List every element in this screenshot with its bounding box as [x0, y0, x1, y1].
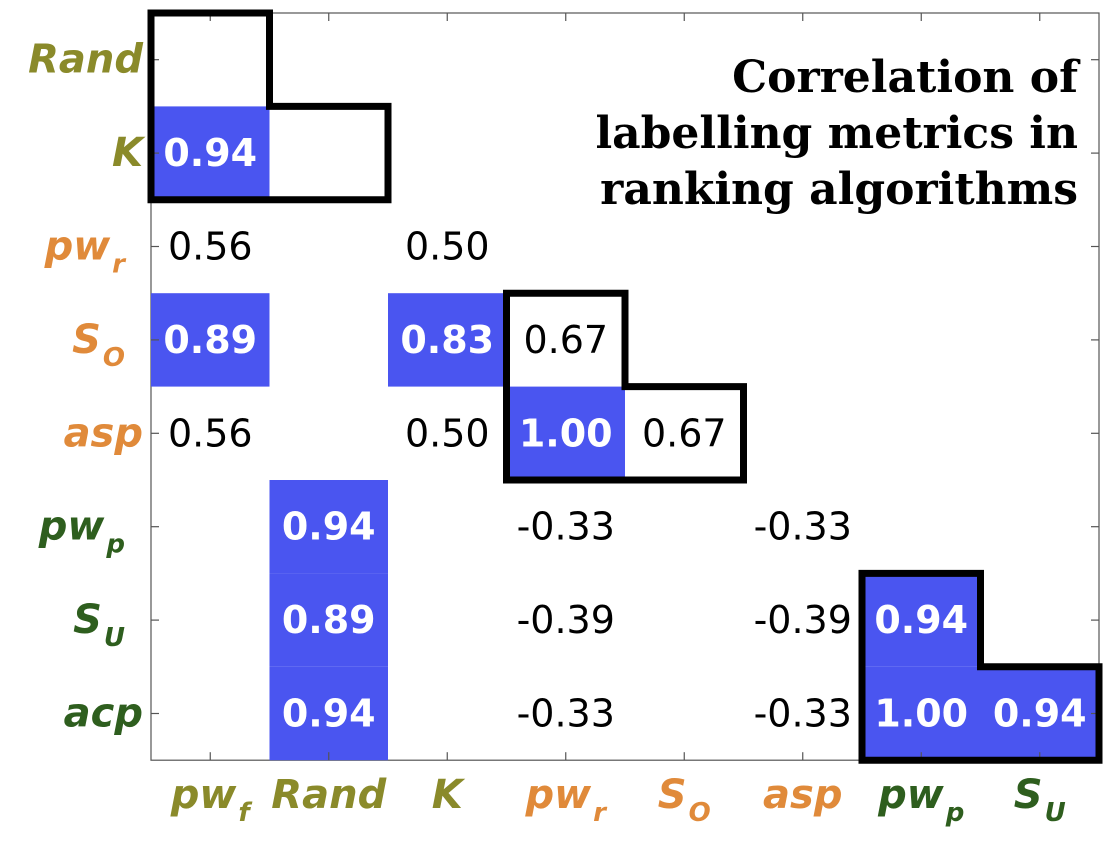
cell-value: 0.50: [405, 225, 490, 269]
col-label-subscript: r: [593, 798, 608, 828]
cell-value: -0.33: [517, 692, 615, 736]
col-label: Rand: [271, 772, 386, 818]
row-label-base: S: [72, 317, 101, 363]
cell-value: 1.00: [519, 411, 613, 455]
row-label-subscript: O: [103, 343, 125, 373]
row-label-base: pw: [44, 224, 112, 270]
cell-highlight: [151, 293, 270, 387]
col-label: K: [432, 772, 466, 818]
row-label-subscript: U: [104, 623, 125, 653]
cell-value: 0.94: [282, 692, 376, 736]
cell-value: 0.94: [993, 692, 1087, 736]
cell-value: 0.67: [642, 411, 727, 455]
col-label-base: pw: [877, 772, 945, 818]
row-label-base: K: [112, 130, 146, 176]
chart-title-line-1: Correlation of: [732, 52, 1081, 103]
col-label-base: S: [1014, 772, 1043, 818]
r-group-frame: [503, 289, 747, 484]
row-label-base: acp: [64, 691, 143, 737]
cell-value: 0.94: [282, 505, 376, 549]
row-label-subscript: p: [105, 530, 125, 560]
col-label: SO: [658, 772, 711, 828]
cell-highlight: [269, 666, 388, 761]
row-label: pwp: [38, 504, 125, 560]
row-label: K: [112, 130, 146, 176]
cell-value: -0.39: [754, 598, 852, 642]
cell-highlight: [269, 573, 388, 667]
cell-value: 0.83: [400, 318, 494, 362]
cell-highlight: [862, 573, 981, 667]
row-label: asp: [64, 410, 143, 456]
col-label: pwp: [877, 772, 964, 828]
col-label-subscript: U: [1045, 798, 1066, 828]
cell-value: 0.56: [168, 411, 253, 455]
col-label-base: pw: [525, 772, 593, 818]
chart-title-line-3: ranking algorithms: [600, 164, 1078, 215]
cell-value: 0.56: [168, 225, 253, 269]
cell-value: -0.39: [517, 598, 615, 642]
cell-value: 0.94: [874, 598, 968, 642]
cell-value: 0.94: [163, 131, 257, 175]
cell-value: -0.33: [754, 505, 852, 549]
row-label: acp: [64, 691, 143, 737]
row-label: Rand: [28, 37, 143, 83]
row-label: SU: [73, 597, 125, 653]
cell-highlight: [980, 666, 1099, 761]
row-label: pwr: [44, 224, 128, 280]
row-label-base: S: [73, 597, 102, 643]
col-label-subscript: O: [689, 798, 711, 828]
cell-highlight: [862, 666, 981, 761]
col-label-base: K: [432, 772, 466, 818]
col-label-subscript: f: [238, 798, 253, 828]
col-label-base: S: [658, 772, 687, 818]
p-group-frame: [858, 569, 1103, 764]
cell-value: -0.33: [517, 505, 615, 549]
col-label: asp: [763, 772, 842, 818]
cell-highlight: [388, 293, 507, 387]
col-label-base: pw: [170, 772, 238, 818]
row-label-base: pw: [38, 504, 106, 550]
cell-value: 0.89: [282, 598, 376, 642]
chart-title-line-2: labelling metrics in: [595, 108, 1078, 159]
cell-value: 0.50: [405, 411, 490, 455]
col-label-subscript: p: [945, 798, 965, 828]
row-label: SO: [72, 317, 125, 373]
random-group-frame: [147, 9, 392, 204]
col-label: pwr: [525, 772, 609, 828]
col-label: SU: [1014, 772, 1066, 828]
cell-value: -0.33: [754, 692, 852, 736]
row-label-subscript: r: [112, 250, 127, 280]
cell-value: 0.67: [523, 318, 608, 362]
row-label-base: asp: [64, 410, 143, 456]
cell-value: 1.00: [874, 692, 968, 736]
cell-highlight: [151, 106, 270, 200]
col-label: pwf: [170, 772, 254, 828]
col-label-base: asp: [763, 772, 842, 818]
cell-highlight: [506, 386, 625, 480]
cell-highlight: [269, 480, 388, 574]
col-label-base: Rand: [271, 772, 386, 818]
row-label-base: Rand: [28, 37, 143, 83]
cell-value: 0.89: [163, 318, 257, 362]
